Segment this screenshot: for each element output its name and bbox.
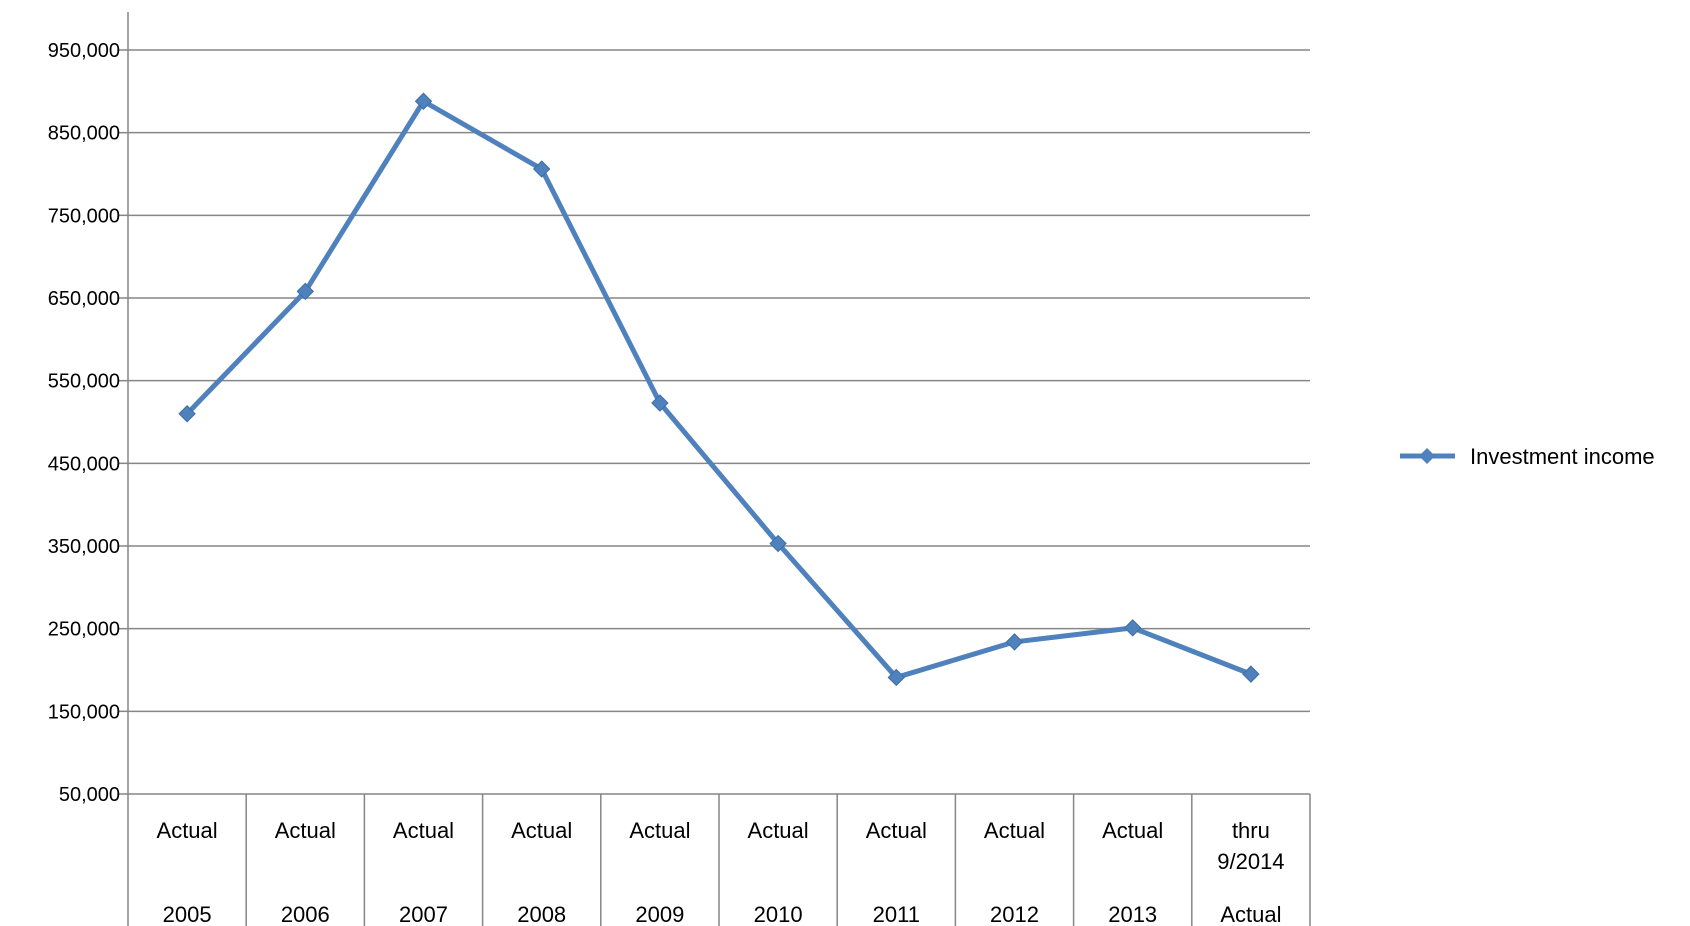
y-tick-label: 850,000 <box>48 123 120 145</box>
x-category-label: thru <box>1232 818 1270 843</box>
x-category-label: Actual <box>984 818 1045 843</box>
x-category-label: 2010 <box>754 902 803 926</box>
x-category-label: Actual <box>629 818 690 843</box>
series-lines <box>178 92 1260 687</box>
x-category-label: Actual <box>748 818 809 843</box>
x-category-label: 2005 <box>163 902 212 926</box>
y-tick-label: 650,000 <box>48 288 120 310</box>
data-point <box>651 394 669 412</box>
x-category-label: Actual <box>866 818 927 843</box>
y-tick-label: 450,000 <box>48 453 120 475</box>
x-category-label: 2011 <box>873 902 920 926</box>
data-point <box>887 668 906 687</box>
legend-marker <box>1419 448 1435 464</box>
x-category-label: 2012 <box>990 902 1039 926</box>
y-tick-label: 750,000 <box>48 205 120 227</box>
data-point <box>414 92 433 110</box>
y-axis-tick-labels: 950,000 850,000 750,000 650,000 550,000 450,0… <box>48 40 120 806</box>
legend: Investment income <box>1400 444 1655 469</box>
gridlines <box>118 49 1310 795</box>
x-category-label: Actual <box>1102 818 1163 843</box>
data-point <box>769 534 787 553</box>
x-category-label: Actual <box>1220 902 1281 926</box>
x-category-label: 2009 <box>635 902 684 926</box>
y-tick-label: 950,000 <box>48 40 120 62</box>
x-axis-category-labels: Actual 2005 Actual 2006 Actual 2007 Actual 2008… <box>157 818 1285 926</box>
x-category-label: 9/2014 <box>1217 849 1284 874</box>
data-point <box>178 405 196 423</box>
y-tick-label: 50,000 <box>59 784 120 806</box>
legend-label: Investment income <box>1470 444 1655 469</box>
data-point <box>1123 619 1142 637</box>
x-category-label: Actual <box>275 818 336 843</box>
x-category-label: 2006 <box>281 902 330 926</box>
x-category-label: Actual <box>393 818 454 843</box>
x-category-label: 2007 <box>399 902 448 926</box>
data-point <box>296 282 315 301</box>
axes <box>127 12 1311 926</box>
y-tick-label: 250,000 <box>48 619 120 641</box>
data-point <box>532 160 551 178</box>
series-line <box>185 98 1252 680</box>
data-point <box>1005 633 1024 651</box>
y-tick-label: 150,000 <box>48 701 120 723</box>
y-tick-label: 550,000 <box>48 371 120 393</box>
x-category-label: 2013 <box>1108 902 1157 926</box>
x-category-label: Actual <box>157 818 218 843</box>
data-point <box>1242 665 1260 683</box>
y-tick-label: 350,000 <box>48 536 120 558</box>
x-category-label: 2008 <box>517 902 566 926</box>
x-category-label: Actual <box>511 818 572 843</box>
